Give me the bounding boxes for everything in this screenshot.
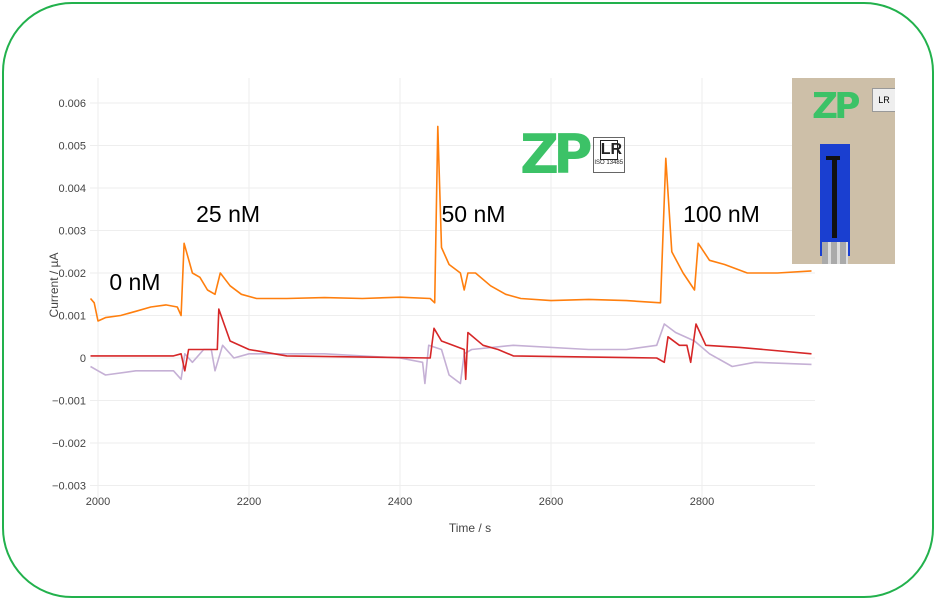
concentration-annotation: 25 nM	[196, 201, 260, 227]
y-tick-label: 0.004	[58, 183, 86, 195]
series-line-0	[89, 125, 812, 322]
y-tick-label: 0.003	[58, 226, 86, 238]
concentration-annotation: 50 nM	[442, 201, 506, 227]
x-tick-label: 2600	[539, 496, 563, 508]
y-tick-label: −0.003	[52, 481, 86, 493]
y-tick-label: 0.005	[58, 141, 86, 153]
x-axis-label: Time / s	[449, 521, 491, 535]
zp-logo-text: ZP	[520, 123, 593, 186]
y-tick-label: 0	[80, 353, 86, 365]
sensor-strip	[820, 144, 850, 264]
concentration-annotation: 0 nM	[109, 269, 160, 295]
y-tick-label: −0.001	[52, 396, 86, 408]
iso-certification-badge: LR ISO 13485	[592, 137, 625, 173]
x-tick-label: 2000	[86, 496, 110, 508]
y-tick-label: −0.002	[52, 438, 86, 450]
x-tick-label: 2400	[388, 496, 412, 508]
photo-zp-logo: ZP	[812, 86, 860, 127]
zp-logo: ZP LR ISO 13485	[520, 128, 625, 182]
y-tick-label: 0.001	[58, 311, 86, 323]
lr-mark: LR	[599, 140, 623, 160]
photo-lr-badge: LR	[872, 88, 895, 112]
sensor-strip-photo: ZP LR	[792, 78, 895, 264]
concentration-annotation: 100 nM	[683, 201, 760, 227]
x-tick-label: 2800	[690, 496, 714, 508]
y-tick-label: 0.002	[58, 268, 86, 280]
y-axis-label: Current / µA	[47, 253, 61, 318]
x-tick-label: 2200	[237, 496, 261, 508]
rounded-frame	[2, 2, 934, 598]
iso-label: ISO 13485	[594, 160, 624, 166]
series-line-1	[90, 308, 812, 381]
y-tick-label: 0.006	[58, 98, 86, 110]
